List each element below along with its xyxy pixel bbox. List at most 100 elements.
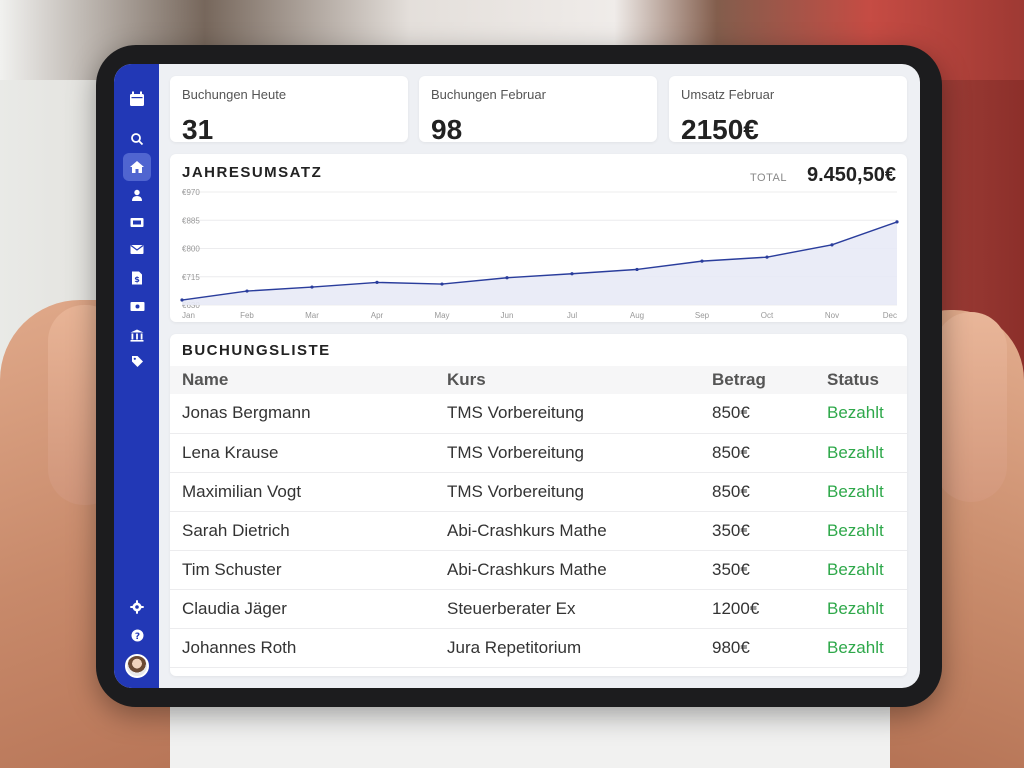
cell-status: Bezahlt (815, 511, 907, 551)
stat-card-bookings-february: Buchungen Februar 98 (419, 76, 657, 145)
cell-amount: 350€ (700, 511, 815, 551)
table-row[interactable]: Lena Krause TMS Vorbereitung 850€ Bezahl… (170, 433, 907, 473)
calendar-icon[interactable] (123, 85, 151, 113)
booking-table: Name Kurs Betrag Status Jonas Bergmann T… (170, 366, 907, 668)
x-tick-label: Jan (182, 311, 195, 320)
cell-amount: 1200€ (700, 589, 815, 629)
table-row[interactable]: Claudia Jäger Steuerberater Ex 1200€ Bez… (170, 589, 907, 629)
user-icon[interactable] (123, 181, 151, 209)
booking-list-card: BUCHUNGSLISTE Name Kurs Betrag Status Jo… (170, 334, 907, 676)
x-tick-label: Apr (371, 311, 384, 320)
cell-status: Bezahlt (815, 550, 907, 590)
data-point (830, 243, 834, 247)
tag-icon[interactable] (123, 347, 151, 375)
cell-name: Claudia Jäger (170, 589, 435, 629)
total-label: TOTAL (750, 172, 787, 184)
y-tick-label: €800 (182, 245, 200, 254)
revenue-chart-card: JAHRESUMSATZ TOTAL 9.450,50€ €970 €885 €80… (170, 154, 907, 322)
cell-amount: 850€ (700, 433, 815, 473)
stat-label: Umsatz Februar (681, 87, 775, 102)
x-tick-label: Aug (630, 311, 644, 320)
y-tick-label: €970 (182, 188, 200, 197)
cell-status: Bezahlt (815, 433, 907, 473)
cell-name: Jonas Bergmann (170, 394, 435, 434)
cell-name: Maximilian Vogt (170, 472, 435, 512)
data-point (895, 220, 899, 224)
data-point (765, 255, 769, 259)
cell-course: Abi-Crashkurs Mathe (435, 511, 700, 551)
mail-icon[interactable] (123, 235, 151, 263)
table-row[interactable]: Tim Schuster Abi-Crashkurs Mathe 350€ Be… (170, 550, 907, 590)
data-point (245, 289, 249, 293)
stat-card-revenue-february: Umsatz Februar 2150€ (669, 76, 907, 145)
svg-text:?: ? (134, 632, 139, 642)
table-header-row: Name Kurs Betrag Status (170, 366, 907, 394)
settings-icon[interactable] (123, 593, 151, 621)
data-point (635, 267, 639, 272)
stat-value: 2150€ (681, 114, 759, 145)
cell-status: Bezahlt (815, 589, 907, 629)
table-row[interactable]: Sarah Dietrich Abi-Crashkurs Mathe 350€ … (170, 511, 907, 551)
table-row[interactable]: Maximilian Vogt TMS Vorbereitung 850€ Be… (170, 472, 907, 512)
stat-value: 31 (182, 114, 214, 145)
cell-course: TMS Vorbereitung (435, 472, 700, 512)
cell-status: Bezahlt (815, 394, 907, 434)
x-tick-label: Mar (305, 311, 319, 320)
cell-status: Bezahlt (815, 472, 907, 512)
help-icon[interactable]: ? (123, 621, 151, 649)
cell-course: Jura Repetitorium (435, 628, 700, 668)
data-point (505, 276, 509, 280)
cell-course: TMS Vorbereitung (435, 433, 700, 473)
column-header-status[interactable]: Status (815, 366, 907, 394)
table-row[interactable]: Jonas Bergmann TMS Vorbereitung 850€ Bez… (170, 394, 907, 434)
area-fill (182, 221, 897, 305)
x-tick-label: May (434, 311, 449, 320)
cell-amount: 850€ (700, 394, 815, 434)
data-point (440, 282, 444, 286)
data-point (310, 285, 314, 289)
stat-card-bookings-today: Buchungen Heute 31 (170, 76, 408, 145)
ticket-icon[interactable] (123, 208, 151, 236)
data-point (700, 259, 704, 263)
tablet-screen: $ ? Buchungen Heute 31 Buchungen Februar… (114, 64, 920, 688)
y-tick-label: €630 (182, 301, 200, 310)
stat-value: 98 (431, 114, 463, 145)
cell-name: Sarah Dietrich (170, 511, 435, 551)
cell-course: Abi-Crashkurs Mathe (435, 550, 700, 590)
booking-list-title: BUCHUNGSLISTE (182, 342, 331, 359)
column-header-course[interactable]: Kurs (435, 366, 700, 394)
x-tick-label: Nov (825, 311, 839, 320)
total-value: 9.450,50€ (807, 164, 896, 186)
x-tick-label: Dec (883, 311, 897, 320)
cell-amount: 850€ (700, 472, 815, 512)
cell-name: Tim Schuster (170, 550, 435, 590)
column-header-name[interactable]: Name (170, 366, 435, 394)
bank-icon[interactable] (123, 321, 151, 349)
series-line (181, 221, 898, 301)
data-point (180, 298, 184, 302)
x-tick-label: Jun (501, 311, 514, 320)
money-icon[interactable] (123, 292, 151, 320)
stat-label: Buchungen Heute (182, 87, 287, 102)
cell-amount: 350€ (700, 550, 815, 590)
y-tick-label: €715 (182, 273, 200, 282)
cell-amount: 980€ (700, 628, 815, 668)
avatar[interactable] (125, 654, 149, 678)
home-icon[interactable] (123, 153, 151, 181)
x-tick-label: Sep (695, 311, 710, 320)
x-tick-label: Jul (567, 311, 577, 320)
column-header-amount[interactable]: Betrag (700, 366, 815, 394)
invoice-icon[interactable]: $ (123, 264, 151, 292)
cell-name: Johannes Roth (170, 628, 435, 668)
search-icon[interactable] (123, 125, 151, 153)
right-thumb (935, 312, 1007, 502)
cell-course: TMS Vorbereitung (435, 394, 700, 434)
cell-status: Bezahlt (815, 628, 907, 668)
table-row[interactable]: Johannes Roth Jura Repetitorium 980€ Bez… (170, 628, 907, 668)
cell-course: Steuerberater Ex (435, 589, 700, 629)
sidebar: $ ? (114, 64, 159, 688)
data-point (375, 280, 379, 284)
svg-text:$: $ (134, 275, 140, 284)
revenue-title: JAHRESUMSATZ (182, 164, 323, 181)
